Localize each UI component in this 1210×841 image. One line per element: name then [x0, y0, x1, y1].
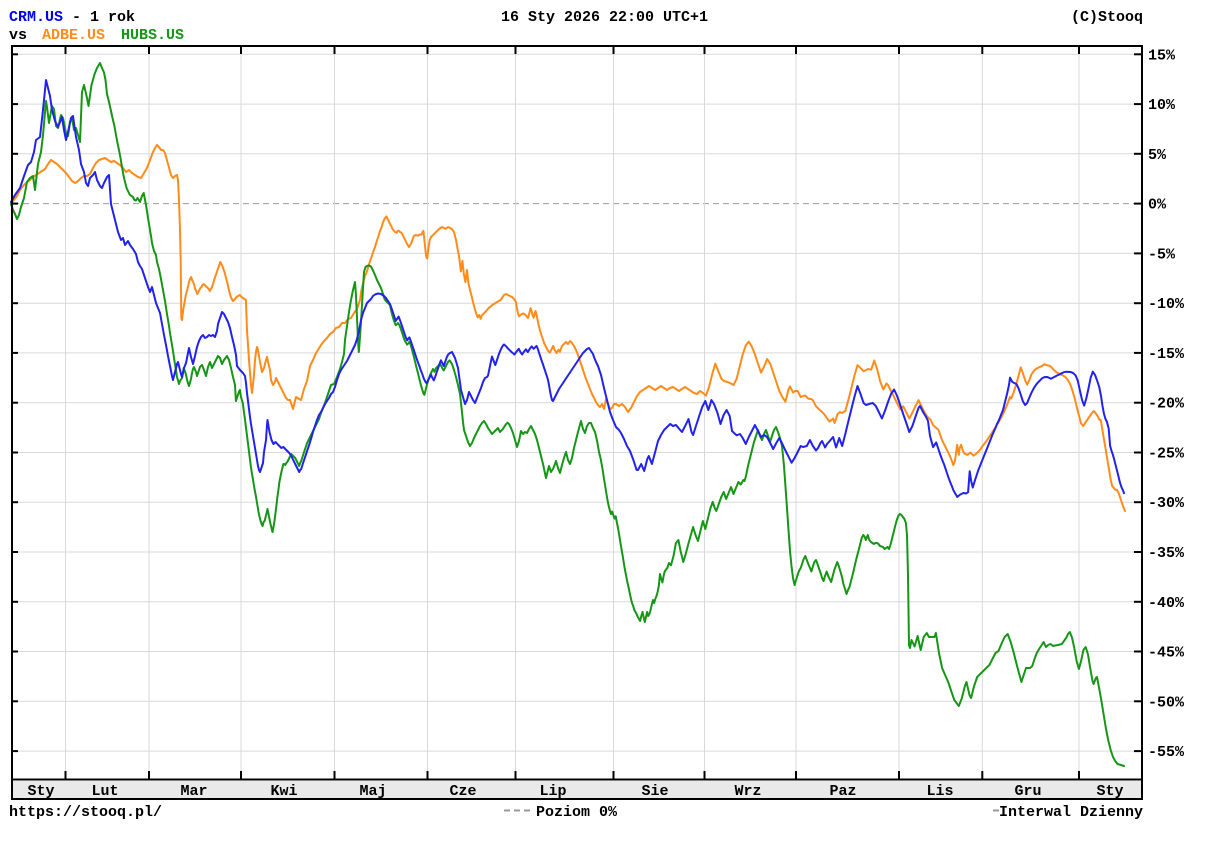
svg-text:-35%: -35%: [1148, 545, 1185, 562]
svg-text:Paz: Paz: [829, 783, 856, 800]
svg-text:Lip: Lip: [539, 783, 566, 800]
svg-text:Maj: Maj: [359, 783, 386, 800]
svg-text:vs: vs: [9, 27, 27, 44]
svg-text:-15%: -15%: [1148, 346, 1185, 363]
svg-text:16 Sty 2026 22:00 UTC+1: 16 Sty 2026 22:00 UTC+1: [501, 9, 708, 26]
svg-text:Sie: Sie: [641, 783, 668, 800]
svg-text:Sty: Sty: [1096, 783, 1123, 800]
svg-text:10%: 10%: [1148, 97, 1176, 114]
svg-text:- 1 rok: - 1 rok: [63, 9, 135, 26]
svg-text:Mar: Mar: [180, 783, 207, 800]
svg-text:Sty: Sty: [27, 783, 54, 800]
svg-text:5%: 5%: [1148, 147, 1167, 164]
svg-text:(C)Stooq: (C)Stooq: [1071, 9, 1143, 26]
svg-text:Gru: Gru: [1014, 783, 1041, 800]
svg-text:-30%: -30%: [1148, 495, 1185, 512]
svg-text:Lut: Lut: [91, 783, 118, 800]
svg-text:0%: 0%: [1148, 197, 1167, 214]
svg-text:-10%: -10%: [1148, 296, 1185, 313]
svg-text:-40%: -40%: [1148, 595, 1185, 612]
svg-text:-5%: -5%: [1148, 246, 1176, 263]
svg-text:HUBS.US: HUBS.US: [121, 27, 184, 44]
svg-text:CRM.US: CRM.US: [9, 9, 63, 26]
svg-text:-50%: -50%: [1148, 694, 1185, 711]
svg-text:15%: 15%: [1148, 47, 1176, 64]
svg-text:Cze: Cze: [449, 783, 476, 800]
svg-text:Interwal Dzienny: Interwal Dzienny: [999, 804, 1143, 821]
svg-text:Kwi: Kwi: [270, 783, 297, 800]
svg-text:-45%: -45%: [1148, 645, 1185, 662]
svg-text:-20%: -20%: [1148, 396, 1185, 413]
svg-text:Poziom 0%: Poziom 0%: [536, 804, 618, 821]
svg-text:-55%: -55%: [1148, 744, 1185, 761]
svg-text:Lis: Lis: [926, 783, 953, 800]
svg-text:ADBE.US: ADBE.US: [42, 27, 105, 44]
svg-text:Wrz: Wrz: [734, 783, 761, 800]
svg-text:https://stooq.pl/: https://stooq.pl/: [9, 804, 162, 821]
svg-text:-25%: -25%: [1148, 445, 1185, 462]
